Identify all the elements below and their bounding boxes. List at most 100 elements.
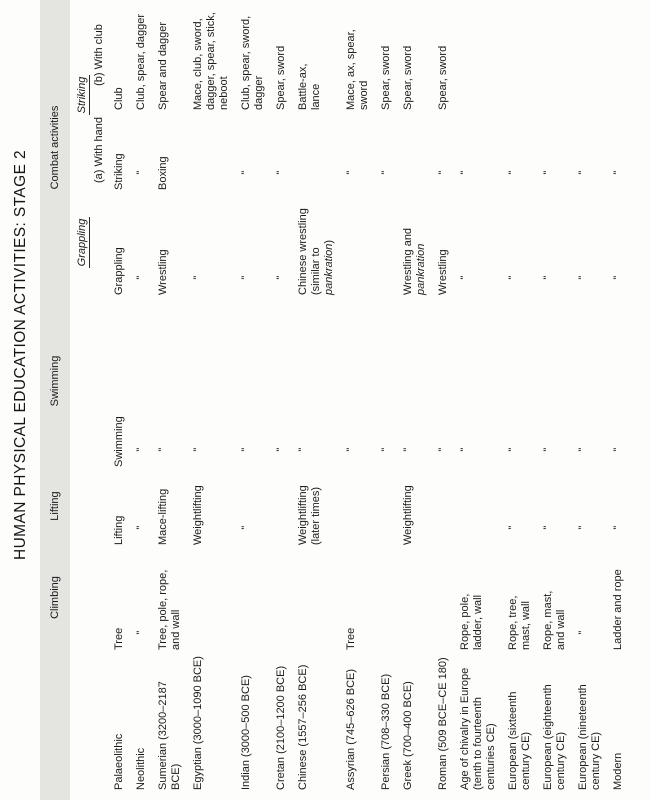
table-row: Indian (3000–500 BCE) " " " " Club, spear, sw… xyxy=(240,0,275,800)
cell-swimming: " xyxy=(542,447,554,452)
cell-club: Club, spear, sword, dagger xyxy=(240,15,265,110)
cell-era: Roman (509 BCE–CE 180) xyxy=(437,657,449,790)
cell-era: European (sixteenth century CE) xyxy=(507,691,532,790)
cell-swimming: " xyxy=(192,447,204,452)
cell-club: Mace, club, sword, dagger, spear, stick,… xyxy=(192,12,230,110)
col-header-swimming: Swimming xyxy=(49,355,61,407)
cell-era: Cretan (2100–1200 BCE) xyxy=(275,665,287,790)
cell-club: Club xyxy=(113,87,125,110)
cell-era: European (nineteenth century CE) xyxy=(577,684,602,790)
page-title: HUMAN PHYSICAL EDUCATION ACTIVITIES: STA… xyxy=(12,149,29,560)
cell-striking: " xyxy=(437,170,449,175)
cell-lifting xyxy=(437,467,446,545)
cell-club: Club, spear, dagger xyxy=(135,13,147,110)
cell-swimming: " xyxy=(135,447,147,452)
table-row: Sumerian (3200–2187 BCE) Tree, pole, rope… xyxy=(157,0,192,800)
table-body: Palaeolithic Tree Lifting Swimming Grappling… xyxy=(113,0,634,800)
cell-era: Assyrian (745–626 BCE) xyxy=(345,668,357,790)
cell-club xyxy=(459,0,468,110)
table-row: Persian (708–330 BCE) " " Spear, sword xyxy=(380,0,402,800)
cell-swimming: " xyxy=(612,447,624,452)
cell-striking xyxy=(297,110,306,190)
cell-swimming: " xyxy=(577,447,589,452)
table-header-band: Climbing Lifting Swimming Combat activit… xyxy=(40,0,70,800)
cell-grappling: " xyxy=(240,275,252,280)
cell-lifting: " xyxy=(612,525,624,530)
cell-swimming: " xyxy=(240,447,252,452)
cell-striking xyxy=(402,110,411,190)
subheader-striking: Striking xyxy=(76,0,90,190)
cell-lifting: Weightlifting xyxy=(402,485,414,545)
cell-grappling xyxy=(345,190,354,295)
cell-lifting xyxy=(380,467,389,545)
cell-climbing xyxy=(192,545,201,650)
cell-era: Egyptian (3000–1090 BCE) xyxy=(192,656,204,790)
cell-lifting: " xyxy=(240,525,252,530)
cell-striking: " xyxy=(380,170,392,175)
striking-label: Striking xyxy=(76,74,90,116)
cell-lifting: " xyxy=(577,525,589,530)
cell-climbing: " xyxy=(135,630,147,635)
cell-club: Spear, sword xyxy=(437,45,449,110)
cell-grappling: Grappling xyxy=(113,247,125,295)
table-row: Chinese (1557–256 BCE) Weightlifting (lat… xyxy=(297,0,345,800)
cell-lifting: " xyxy=(135,525,147,530)
cell-club xyxy=(577,0,586,110)
cell-grappling: Wrestling and pankration xyxy=(402,227,427,295)
cell-swimming: " xyxy=(459,447,471,452)
cell-club: Spear, sword xyxy=(402,45,414,110)
cell-grappling: Wrestling xyxy=(437,249,449,295)
cell-climbing xyxy=(380,545,389,650)
cell-grappling: " xyxy=(612,275,624,280)
cell-lifting: " xyxy=(542,525,554,530)
table-row: Palaeolithic Tree Lifting Swimming Grappling… xyxy=(113,0,135,800)
cell-club xyxy=(542,0,551,110)
cell-grappling: " xyxy=(542,275,554,280)
cell-striking: " xyxy=(240,170,252,175)
cell-striking: Striking xyxy=(113,153,125,190)
cell-climbing xyxy=(437,545,446,650)
table-row: Neolithic " " " " " Club, spear, dagger xyxy=(135,0,157,800)
table-row: Modern Ladder and rope " " " " xyxy=(612,0,634,800)
cell-swimming: " xyxy=(297,447,309,452)
table-row: Greek (700–400 BCE) Weightlifting " Wrestli… xyxy=(402,0,437,800)
cell-swimming: " xyxy=(507,447,519,452)
cell-swimming: " xyxy=(380,447,392,452)
cell-swimming: " xyxy=(402,447,414,452)
cell-grappling: " xyxy=(135,275,147,280)
table-row: Roman (509 BCE–CE 180) " Wrestling " Spear, … xyxy=(437,0,459,800)
cell-climbing xyxy=(275,545,284,650)
cell-era: Indian (3000–500 BCE) xyxy=(240,675,252,790)
cell-striking xyxy=(192,110,201,190)
cell-club xyxy=(612,0,621,110)
cell-grappling: " xyxy=(275,275,287,280)
cell-climbing: Rope, mast, and wall xyxy=(542,590,567,650)
cell-era: Greek (700–400 BCE) xyxy=(402,681,414,790)
cell-striking: " xyxy=(459,170,471,175)
table-row: European (eighteenth century CE) Rope, ma… xyxy=(542,0,577,800)
cell-lifting: Mace-lifting xyxy=(157,488,169,545)
cell-climbing: Tree xyxy=(113,627,125,650)
cell-climbing: " xyxy=(577,630,589,635)
cell-club: Battle-ax, lance xyxy=(297,63,322,110)
cell-club: Spear, sword xyxy=(275,45,287,110)
cell-climbing: Tree, pole, rope, and wall xyxy=(157,569,182,650)
table-row: Cretan (2100–1200 BCE) " " " Spear, sword xyxy=(275,0,297,800)
cell-club xyxy=(507,0,516,110)
col-header-climbing: Climbing xyxy=(49,576,61,619)
cell-climbing xyxy=(402,545,411,650)
cell-grappling xyxy=(380,190,389,295)
cell-swimming: " xyxy=(437,447,449,452)
cell-era: Age of chivalry in Europe (tenth to four… xyxy=(459,667,497,790)
cell-club: Spear and dagger xyxy=(157,21,169,110)
cell-climbing xyxy=(297,545,306,650)
table-subsubheader-row: (a) With hand (b) With club xyxy=(93,0,105,800)
cell-lifting xyxy=(275,467,284,545)
cell-lifting: Weightlifting xyxy=(192,485,204,545)
col-header-lifting: Lifting xyxy=(49,491,61,521)
cell-grappling: Wrestling xyxy=(157,249,169,295)
cell-striking: " xyxy=(135,170,147,175)
cell-era: Modern xyxy=(612,752,624,790)
cell-striking: " xyxy=(577,170,589,175)
